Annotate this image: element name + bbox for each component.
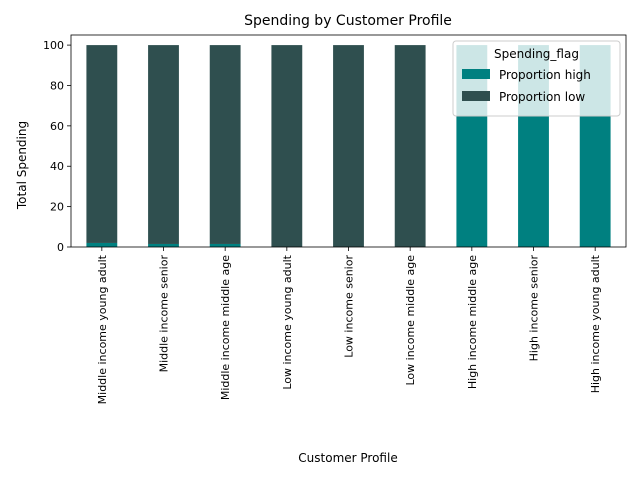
bar-segment [148, 243, 179, 247]
bar-segment [394, 45, 426, 247]
bar-segment [333, 45, 364, 247]
x-tick-label: Middle income senior [158, 255, 171, 373]
y-tick-label: 0 [57, 241, 64, 254]
y-tick-label: 20 [50, 201, 64, 214]
y-tick-label: 40 [50, 160, 64, 173]
bar-segment [148, 45, 179, 244]
bars-layer [86, 45, 611, 247]
x-tick-label: Middle income middle age [219, 255, 232, 400]
x-tick-label: Middle income young adult [96, 254, 109, 404]
legend-title: Spending_flag [494, 47, 579, 61]
bar-segment [271, 45, 303, 247]
x-tick-label: Low income young adult [281, 254, 294, 389]
x-tick-label: Low income middle age [404, 255, 417, 386]
chart-title: Spending by Customer Profile [244, 13, 452, 29]
y-tick-label: 60 [50, 120, 64, 133]
y-tick-label: 100 [43, 39, 64, 52]
legend-entry-label: Proportion high [499, 68, 591, 82]
bar-segment [209, 243, 241, 247]
x-axis-label: Customer Profile [298, 451, 397, 465]
legend-box [452, 40, 621, 117]
bar-segment [86, 242, 118, 247]
legend: Spending_flag Proportion high Proportion l… [452, 40, 621, 117]
x-tick-label: Low income senior [343, 255, 356, 358]
x-tick-label: High income senior [528, 255, 541, 362]
x-tick-label: High income young adult [589, 254, 602, 393]
legend-entry-label: Proportion low [499, 90, 585, 104]
x-tick-label: High income middle age [466, 255, 479, 389]
y-axis-label: Total Spending [15, 121, 29, 210]
y-tick-label: 80 [50, 79, 64, 92]
axes-layer: 0 20 40 60 80 100 Middle income young adult Mid… [43, 34, 627, 404]
legend-swatch [462, 91, 490, 101]
legend-swatch [462, 69, 490, 79]
bar-segment [209, 45, 241, 244]
bar-segment [86, 45, 118, 243]
